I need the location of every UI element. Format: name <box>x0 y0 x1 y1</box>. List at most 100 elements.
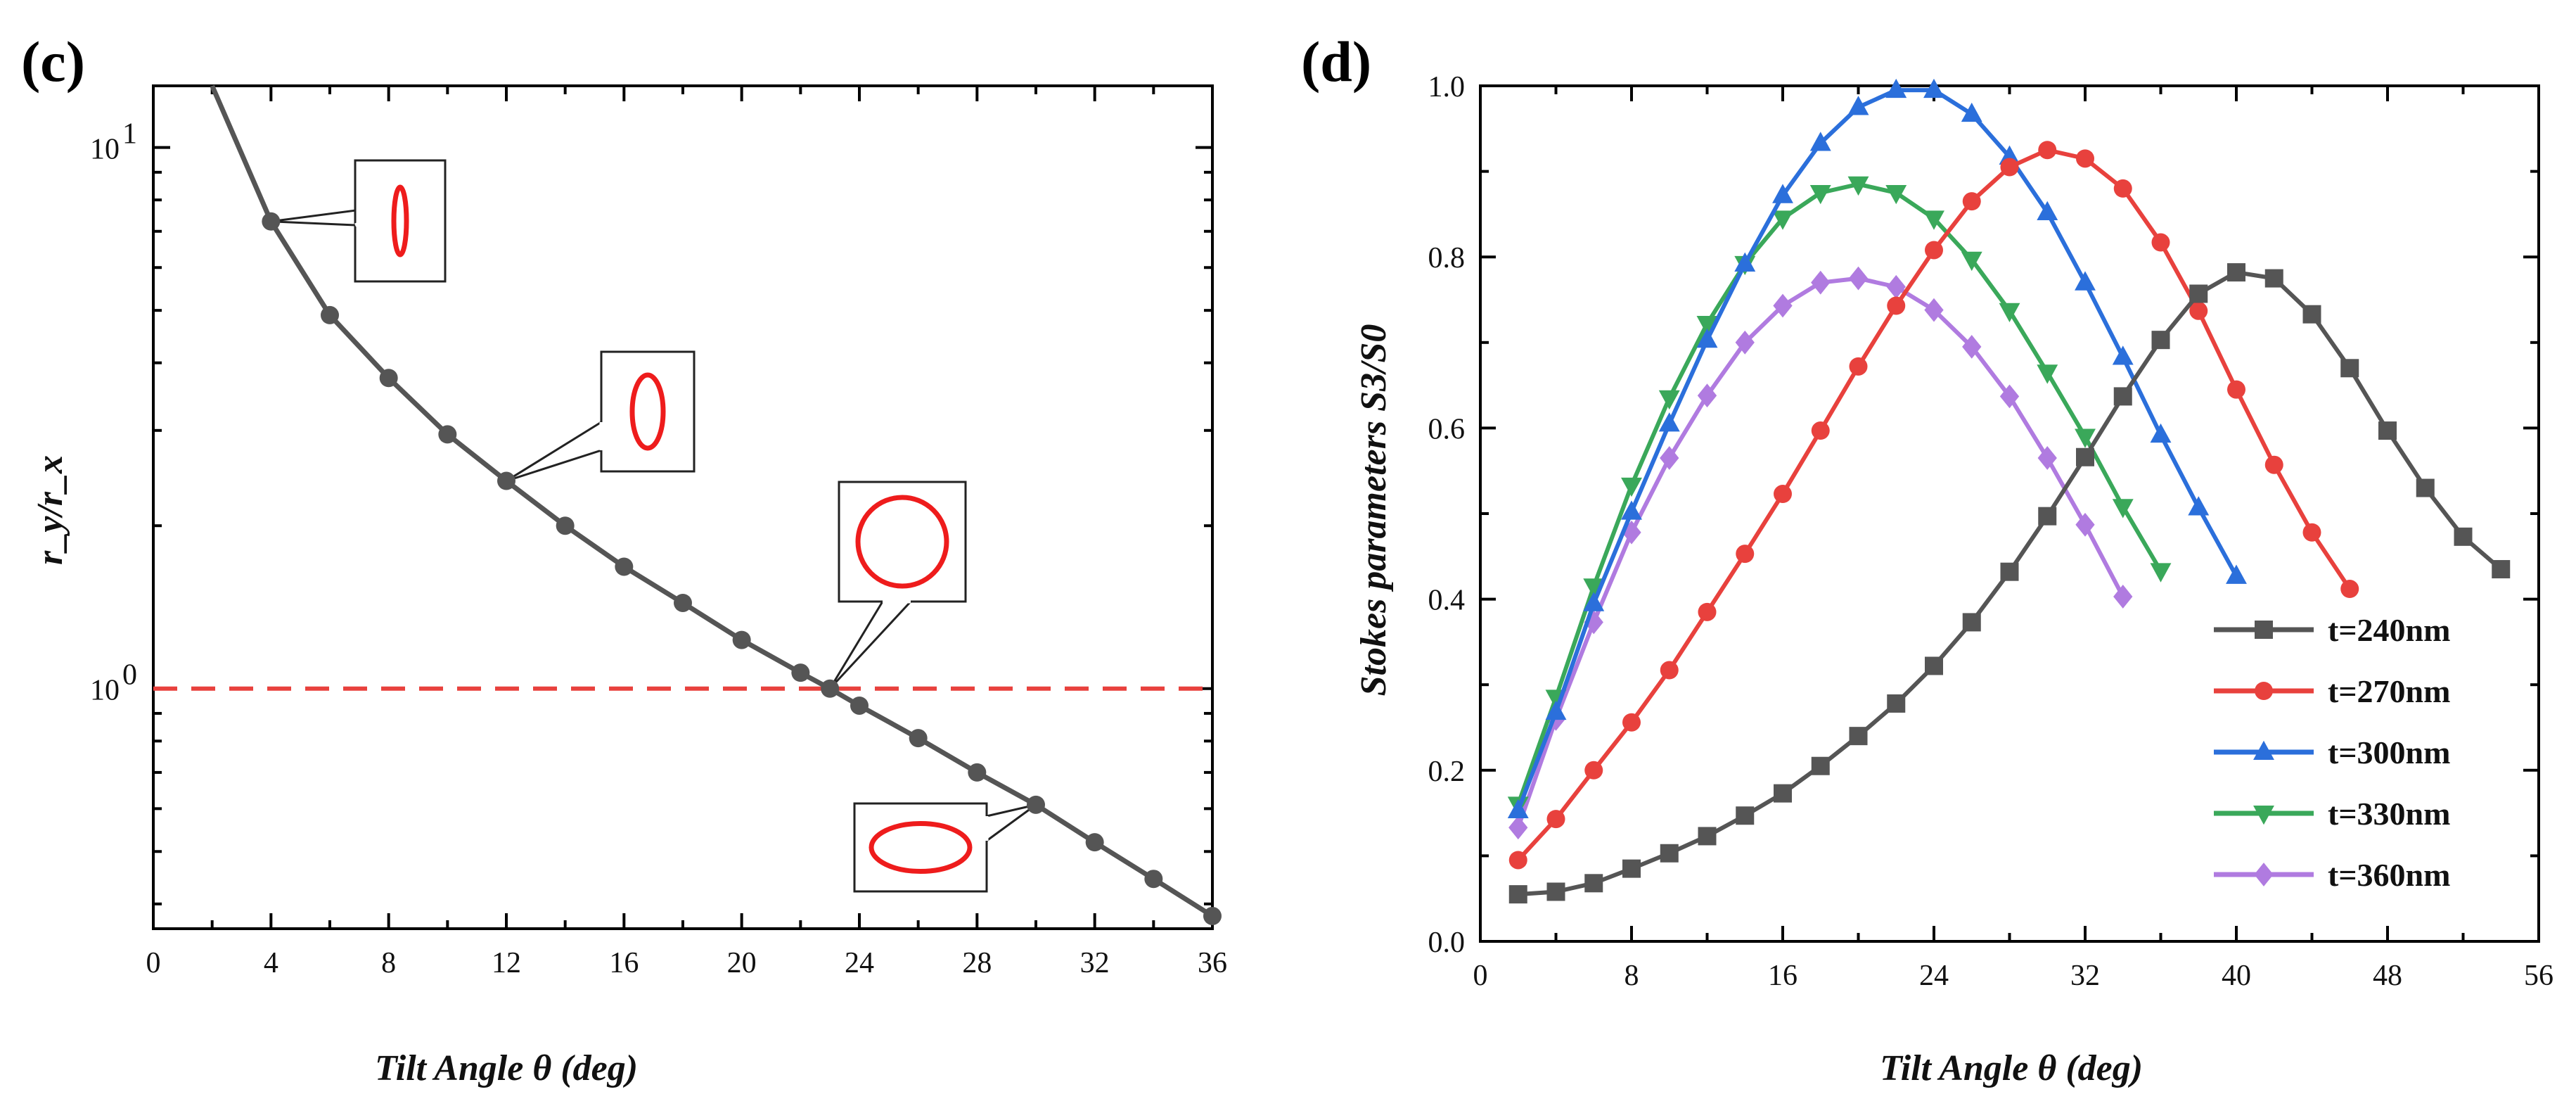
chart-d-data-point-t=300nm <box>2112 345 2134 365</box>
chart-d-data-point-t=240nm <box>1736 806 1755 825</box>
chart-d-data-point-t=240nm <box>2302 305 2321 324</box>
chart-d-data-point-t=270nm <box>2076 149 2094 168</box>
chart-d-data-point-t=360nm <box>1773 293 1793 318</box>
chart-d-data-point-t=270nm <box>1849 357 1868 376</box>
chart-d-data-point-t=270nm <box>2302 523 2321 542</box>
chart-d-data-point-t=240nm <box>2189 284 2208 303</box>
chart-d-data-point-t=240nm <box>1962 613 1981 632</box>
chart-c-callout-box <box>853 802 988 893</box>
chart-c-data-point <box>379 369 398 388</box>
chart-d-data-point-t=240nm <box>2454 527 2473 546</box>
chart-d-data-point-t=360nm <box>1508 815 1528 840</box>
chart-c-data-point <box>438 425 457 444</box>
chart-d-legend-label: t=300nm <box>2328 735 2450 770</box>
chart-d-data-point-t=240nm <box>1622 859 1641 878</box>
chart-c-data-point <box>968 763 987 782</box>
chart-c-x-tick-label: 12 <box>492 947 521 979</box>
chart-c-callout-tall-ellipse <box>629 372 666 451</box>
chart-d-legend-marker <box>2255 682 2273 700</box>
chart-d-data-point-t=270nm <box>2264 455 2283 474</box>
chart-d-data-point-t=300nm <box>1809 132 1831 151</box>
chart-c-data-point <box>1027 795 1045 814</box>
chart-c-data-point <box>732 630 751 649</box>
chart-d-data-point-t=300nm <box>2037 201 2058 221</box>
chart-d-data-point-t=270nm <box>1584 761 1603 780</box>
chart-d-data-point-t=240nm <box>2378 421 2397 440</box>
chart-d-data-point-t=300nm <box>1507 799 1529 819</box>
chart-d-data-point-t=240nm <box>2340 359 2359 378</box>
chart-d-data-point-t=240nm <box>2000 562 2019 581</box>
chart-d-data-point-t=330nm <box>1809 184 1831 205</box>
chart-d-data-point-t=300nm <box>1885 78 1907 98</box>
chart-d-data-point-t=360nm <box>2075 512 2095 537</box>
chart-d-data-point-t=300nm <box>2226 564 2247 584</box>
chart-d-data-point-t=360nm <box>1999 384 2020 409</box>
chart-d: (d) 0 8 16 24 32 40 48 56 0.0 0.2 0.4 0.6 0.8 1.0 t=2… <box>1301 30 2553 1088</box>
chart-d-data-point-t=330nm <box>1583 578 1605 598</box>
chart-d-data-point-t=300nm <box>1545 700 1567 720</box>
chart-c-callout-box <box>600 350 696 473</box>
chart-d-data-point-t=270nm <box>1622 713 1641 732</box>
chart-d-y-tick-label: 0.8 <box>1428 242 1466 274</box>
chart-d-data-point-t=240nm <box>1925 656 1943 675</box>
chart-d-data-point-t=330nm <box>1923 210 1944 230</box>
chart-d-x-tick-label: 24 <box>1919 960 1949 992</box>
chart-c-x-tick-label: 24 <box>845 947 874 979</box>
chart-d-data-point-t=360nm <box>2037 446 2057 470</box>
chart-c-x-tick-label: 32 <box>1080 947 1110 979</box>
chart-d-data-point-t=360nm <box>1962 334 1982 359</box>
chart-d-y-tick-label: 0.2 <box>1428 756 1466 788</box>
chart-c-data-point <box>1203 906 1222 925</box>
chart-d-data-point-t=300nm <box>1658 412 1680 432</box>
chart-d-legend-marker <box>2253 805 2274 825</box>
chart-d-data-point-t=330nm <box>1885 184 1907 205</box>
chart-c-data-point <box>1085 833 1104 852</box>
chart-c-callout-wide-ellipse <box>869 821 973 874</box>
chart-c-x-tick-label: 0 <box>146 947 161 979</box>
chart-c-callout-pointer <box>506 420 603 482</box>
chart-d-data-point-t=360nm <box>1811 270 1831 295</box>
chart-d-data-point-t=300nm <box>1621 500 1642 520</box>
chart-d-data-point-t=240nm <box>2227 263 2245 282</box>
chart-d-legend-marker <box>2255 621 2273 639</box>
chart-d-data-point-t=330nm <box>2075 428 2096 448</box>
chart-d-x-tick-label: 8 <box>1625 960 1639 992</box>
chart-d-data-point-t=360nm <box>1660 446 1679 470</box>
chart-d-y-tick-label: 0.6 <box>1428 413 1466 445</box>
chart-d-data-point-t=270nm <box>2113 179 2132 198</box>
chart-d-data-point-t=270nm <box>1660 661 1679 680</box>
chart-c-x-tick-label: 8 <box>381 947 396 979</box>
chart-d-data-point-t=240nm <box>1546 882 1565 901</box>
panel-label-c: (c) <box>21 30 85 94</box>
chart-d-y-tick-label: 0.0 <box>1428 927 1466 959</box>
chart-d-data-point-t=270nm <box>1887 296 1906 315</box>
chart-d-data-point-t=270nm <box>2189 301 2208 320</box>
chart-d-data-point-t=300nm <box>1847 96 1869 115</box>
chart-d-data-point-t=330nm <box>1961 251 1982 272</box>
chart-d-x-tick-label: 56 <box>2524 960 2553 992</box>
chart-d-data-point-t=240nm <box>2113 387 2132 406</box>
chart-d-data-point-t=240nm <box>2038 507 2057 526</box>
chart-d-data-point-t=270nm <box>1925 241 1943 260</box>
chart-d-data-point-t=300nm <box>1961 102 1982 122</box>
chart-d-data-point-t=330nm <box>2150 563 2172 583</box>
chart-c-x-tick-label: 28 <box>962 947 992 979</box>
chart-d-data-point-t=240nm <box>2076 447 2094 466</box>
chart-d-data-point-t=240nm <box>1887 694 1906 713</box>
chart-d-data-point-t=240nm <box>2492 560 2511 579</box>
chart-d-data-point-t=330nm <box>1847 176 1869 196</box>
chart-d-data-point-t=240nm <box>1584 874 1603 893</box>
chart-d-data-point-t=240nm <box>1811 756 1830 775</box>
chart-c-x-tick-label: 16 <box>609 947 639 979</box>
chart-d-data-point-t=300nm <box>1583 592 1605 611</box>
chart-d-data-point-t=360nm <box>1848 266 1869 291</box>
chart-d-data-point-t=270nm <box>1736 545 1755 564</box>
chart-c-data-point <box>909 729 928 748</box>
chart-d-data-point-t=240nm <box>2264 269 2283 288</box>
chart-d-data-point-t=270nm <box>1508 851 1527 870</box>
chart-d-data-point-t=240nm <box>2151 331 2170 350</box>
chart-d-data-point-t=240nm <box>1698 827 1717 846</box>
chart-d-legend-label: t=360nm <box>2328 857 2450 893</box>
